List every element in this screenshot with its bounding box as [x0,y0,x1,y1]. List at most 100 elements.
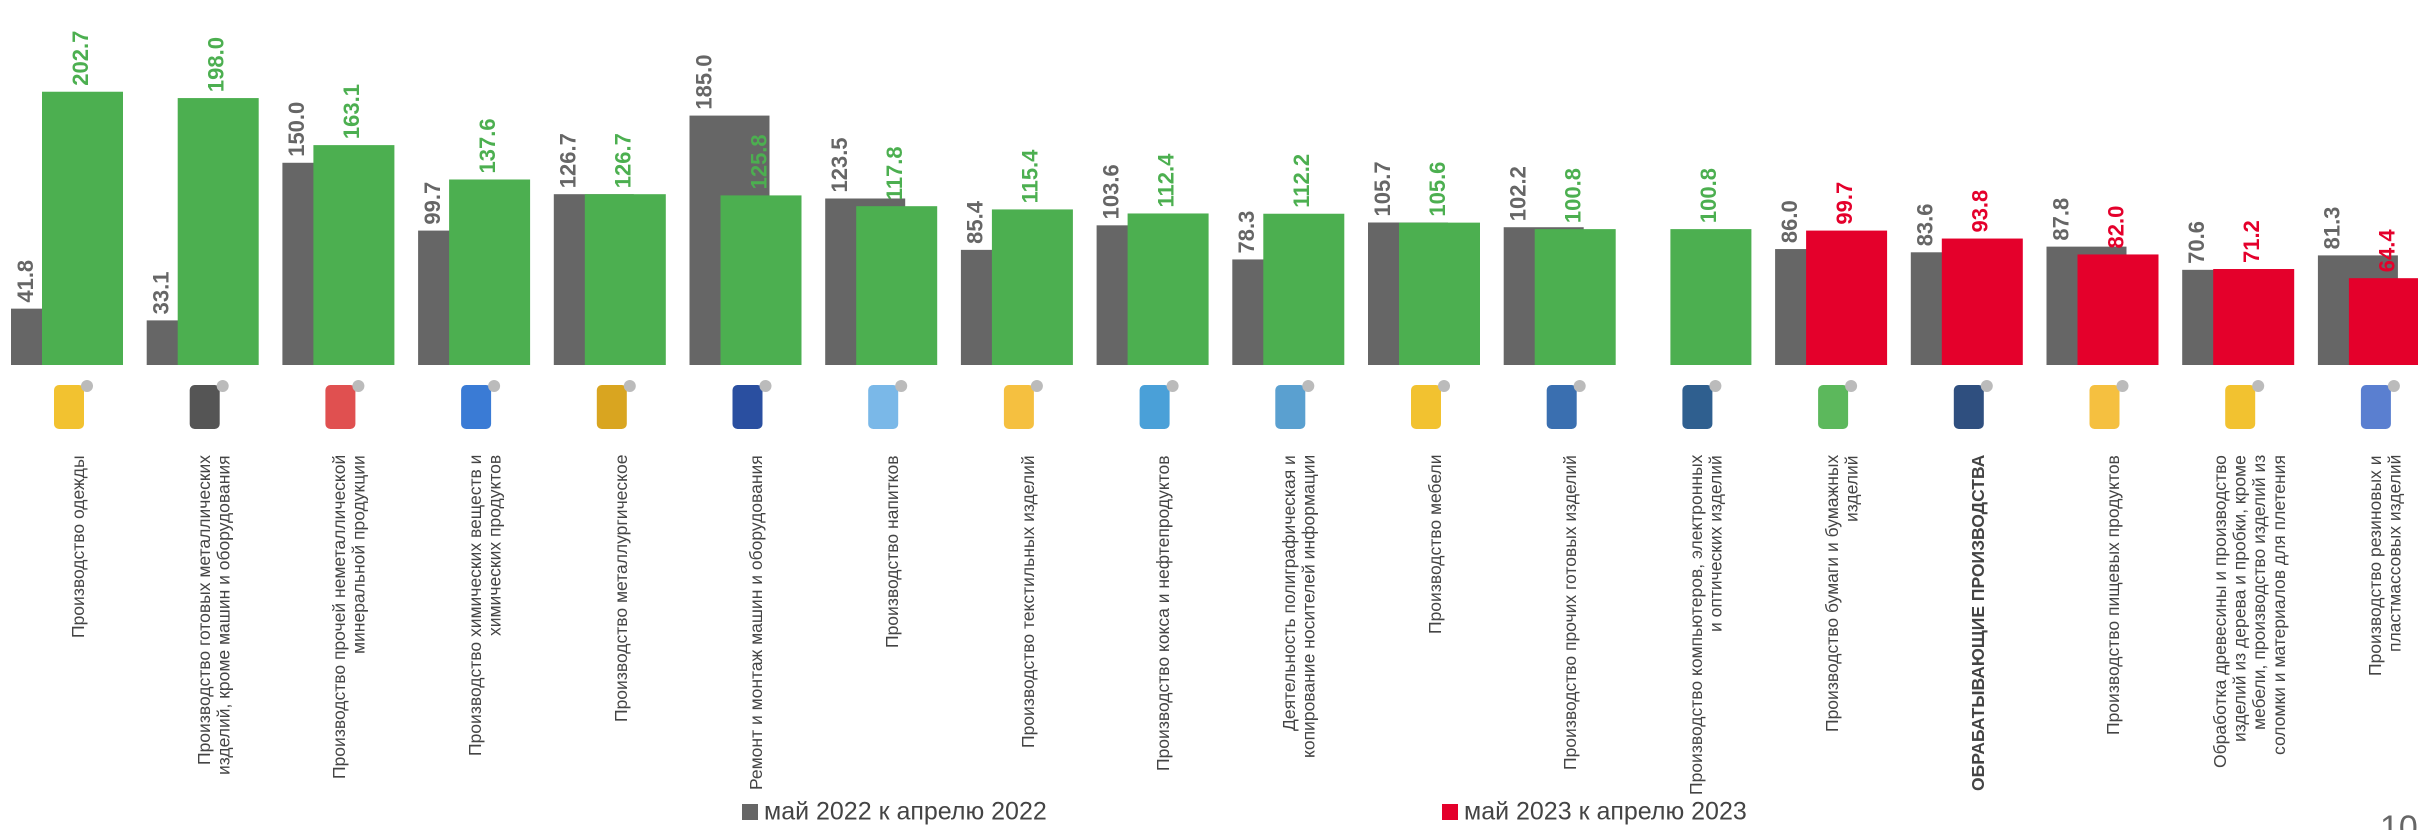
value-label: 85.4 [963,200,988,244]
value-label: 102.2 [1506,166,1531,221]
bar [2077,254,2159,365]
value-label: 41.8 [13,260,38,303]
icon-gear [1302,380,1315,392]
category-label-box: Производство кокса и нефтепродуктов [1097,455,1232,800]
category-label-box: Производство резиновых и пластмассовых и… [2318,455,2418,800]
icon-body [2360,385,2391,429]
x-tick-label: Производство кокса и нефтепродуктов [1153,455,1174,771]
legend-swatch [1442,804,1458,820]
bar [1941,238,2023,365]
icon-gear [1438,380,1450,392]
legend-label: май 2022 к апрелю 2022 [764,798,1047,826]
x-tick-label: Производство прочих готовых изделий [1560,455,1581,770]
value-label: 64.4 [2375,229,2400,273]
icon-gear [623,380,636,392]
category-label-box: Ремонт и монтаж машин и оборудования [690,455,825,800]
category-icon [189,380,229,429]
x-tick-label: Производство прочей неметаллической мине… [329,455,369,780]
category-icon [732,380,772,429]
icon-gear [2387,380,2400,392]
icon-gear [352,380,365,392]
category-icon [2225,380,2265,429]
value-label: 202.7 [68,31,93,86]
icon-gear [2252,380,2265,392]
icon-body [2089,385,2120,429]
icon-gear [216,380,229,392]
category-label-box: Производство готовых металлических издел… [147,455,282,800]
category-icon [461,380,501,429]
value-label: 163.1 [339,84,364,139]
value-label: 126.7 [556,133,581,188]
bar [1670,229,1752,365]
x-tick-label: Производство химических веществ и химиче… [465,455,505,757]
icon-body [1953,385,1984,429]
category-icon [1003,380,1043,429]
icon-body [1682,385,1713,429]
bar [1263,213,1345,365]
x-tick-label: Деятельность полиграфическая и копирован… [1279,455,1319,759]
value-label: 71.2 [2239,220,2264,263]
bar [1806,230,1888,365]
icon-body [732,385,763,429]
value-label: 100.8 [1696,168,1721,223]
icon-gear [81,380,93,392]
icon-body [1003,385,1034,429]
value-label: 81.3 [2320,207,2345,250]
category-label-box: Производство прочей неметаллической мине… [282,455,417,800]
category-icon [1953,380,1993,429]
category-icon [1275,380,1315,429]
value-label: 126.7 [611,133,636,188]
icon-gear [1573,380,1586,392]
value-label: 123.5 [827,137,852,192]
value-label: 82.0 [2103,206,2128,249]
category-label-box: Обработка древесины и производство издел… [2182,455,2317,800]
value-label: 93.8 [1968,190,1993,233]
value-label: 185.0 [691,55,716,110]
category-label-box: Производство металлургическое [554,455,689,800]
icon-body [1275,385,1306,429]
icon-gear [1030,380,1043,392]
value-label: 125.8 [746,134,771,189]
icon-gear [2116,380,2129,392]
category-label-box: Производство компьютеров, электронных и … [1639,455,1774,800]
bar [1399,222,1480,365]
x-tick-label: Обработка древесины и производство издел… [2209,455,2289,768]
category-label-box: Производство текстильных изделий [961,455,1096,800]
category-icon [1411,380,1450,429]
category-icon [2089,380,2129,429]
value-label: 112.4 [1153,153,1178,208]
icon-gear [488,380,501,392]
value-label: 78.3 [1234,211,1259,254]
bar [856,206,938,365]
bar [449,179,531,365]
value-label: 86.0 [1777,200,1802,243]
icon-body [54,385,84,429]
category-icon [2360,380,2400,429]
value-label: 137.6 [475,118,500,173]
icon-body [1546,385,1577,429]
icon-gear [1709,380,1722,392]
icon-body [461,385,492,429]
x-tick-label: Производство пищевых продуктов [2103,455,2124,735]
page-number: 10 [2380,809,2418,830]
bar [720,195,802,365]
category-icon [54,380,93,429]
value-label: 70.6 [2184,221,2209,264]
icon-body [596,385,627,429]
value-label: 115.4 [1018,149,1043,204]
category-icon [1139,380,1179,429]
value-label: 103.6 [1098,164,1123,219]
category-icon [325,380,365,429]
icon-body [2225,385,2256,429]
bar [2213,269,2295,365]
icon-body [1818,385,1849,429]
icon-gear [895,380,908,392]
icon-body [868,385,899,429]
category-label-box: Производство одежды [11,455,146,800]
x-tick-label: Производство готовых металлических издел… [193,455,234,775]
category-label-box: Производство напитков [825,455,960,800]
value-label: 198.0 [204,37,229,92]
icon-gear [759,380,772,392]
